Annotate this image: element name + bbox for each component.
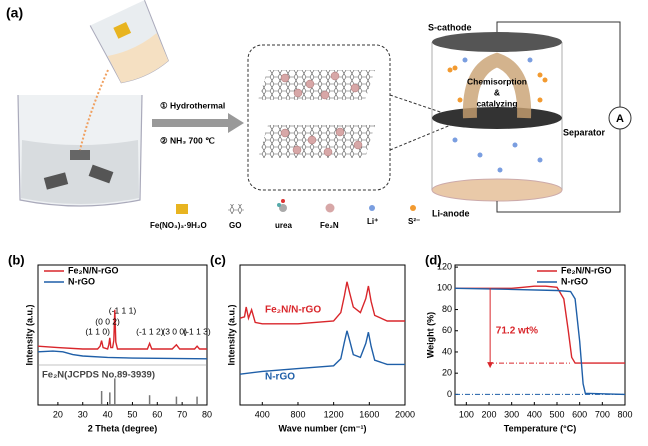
peak-label: (-1 1 3) [183, 326, 211, 336]
y-tick-label: 0 [447, 389, 452, 399]
cell-label: & [494, 87, 500, 97]
step: ① Hydrothermal [160, 100, 225, 110]
plot-frame [239, 264, 406, 406]
series-line [37, 309, 207, 350]
reference-label: Fe₂N(JCPDS No.89-3939) [42, 370, 155, 381]
x-tick-label: 800 [290, 409, 305, 419]
panel-label: (a) [6, 5, 23, 21]
legend-label: Li⁺ [367, 217, 378, 226]
series-line [455, 285, 625, 364]
x-axis-label: Wave number (cm⁻¹) [279, 423, 367, 433]
series-line [454, 287, 626, 396]
y-axis-label: Intensity (a.u.) [226, 304, 236, 365]
panel-label: (b) [8, 252, 25, 267]
zoom-lines [389, 94, 459, 151]
peak-label: (3 0 0) [162, 326, 187, 336]
cell-label: Separator [563, 127, 606, 137]
peak-label: (-1 1 1) [109, 305, 137, 315]
peak-label: (0 0 2) [95, 317, 120, 327]
plot-frame [454, 264, 626, 406]
series-line [239, 281, 405, 325]
y-tick-label: 40 [442, 346, 452, 356]
x-tick-label: 700 [595, 409, 610, 419]
panel-a: (a) ① Hydrothermal ② NH₃ 700 ℃ A S-catho… [6, 0, 632, 230]
legend-label: N-rGO [68, 276, 95, 286]
y-axis-label: Weight (%) [425, 312, 435, 358]
peak-label: (-1 1 2) [136, 326, 164, 336]
x-tick-label: 30 [78, 409, 88, 419]
cell-wall [431, 42, 563, 190]
pour-stream [79, 69, 109, 151]
separator [432, 107, 562, 129]
panel-label: (c) [210, 252, 226, 267]
series-label: N-rGO [265, 372, 295, 383]
legend-label: Fe₂N/N-rGO [561, 265, 612, 275]
y-tick-label: 100 [437, 283, 452, 293]
x-tick-label: 500 [549, 409, 564, 419]
x-axis-label: Temperature (°C) [504, 423, 576, 433]
series-line [37, 350, 208, 360]
cell-label: S-cathode [428, 22, 472, 32]
y-tick-label: 120 [437, 261, 452, 271]
series-line [239, 330, 405, 375]
cell-label: catalyzing [476, 98, 517, 108]
x-tick-label: 2000 [395, 409, 415, 419]
legend-icons [176, 199, 416, 214]
ammeter-label: A [616, 113, 624, 125]
panel-label: (d) [425, 252, 442, 267]
y-tick-label: 80 [442, 304, 452, 314]
ions [447, 57, 548, 173]
x-tick-label: 70 [177, 409, 187, 419]
circuit [496, 21, 621, 213]
process-arrow [152, 113, 244, 133]
ammeter [608, 106, 632, 130]
legend-label: GO [229, 221, 241, 230]
y-axis-label: Intensity (a.u.) [24, 304, 34, 365]
anode [431, 178, 563, 202]
x-tick-label: 400 [527, 409, 542, 419]
flake [70, 150, 90, 160]
legend-label: Fe₂N [320, 221, 339, 230]
legend-label: urea [275, 221, 292, 230]
legend-label: Fe₂N/N-rGO [68, 265, 119, 275]
polysulfide-flow [462, 52, 532, 119]
fe2n-particles [280, 71, 363, 157]
x-tick-label: 1600 [359, 409, 379, 419]
legend-label: Fe(NO₃)₃·9H₂O [150, 221, 207, 230]
peak-label: (1 1 0) [85, 326, 110, 336]
x-tick-label: 400 [255, 409, 270, 419]
y-tick-label: 60 [442, 325, 452, 335]
x-tick-label: 800 [617, 409, 632, 419]
cup [89, 0, 169, 84]
plot-frame [37, 264, 208, 406]
legend-label: N-rGO [561, 276, 588, 286]
series-label: Fe₂N/N-rGO [265, 305, 321, 316]
flake [43, 172, 69, 190]
x-tick-label: 50 [127, 409, 137, 419]
cell-label: Li-anode [432, 208, 470, 218]
x-tick-label: 200 [481, 409, 496, 419]
x-tick-label: 20 [53, 409, 63, 419]
x-tick-label: 80 [202, 409, 212, 419]
cathode [432, 32, 562, 52]
legend-label: S²⁻ [408, 217, 420, 226]
step: ② NH₃ 700 ℃ [160, 135, 215, 145]
zoom-box [247, 44, 391, 191]
x-tick-label: 60 [152, 409, 162, 419]
annotation: 71.2 wt% [496, 325, 538, 336]
x-axis-label: 2 Theta (degree) [88, 423, 158, 433]
x-tick-label: 1200 [324, 409, 344, 419]
cell-label: Chemisorption [467, 76, 527, 86]
y-tick-label: 20 [442, 368, 452, 378]
x-tick-label: 300 [504, 409, 519, 419]
x-tick-label: 40 [103, 409, 113, 419]
x-tick-label: 600 [572, 409, 587, 419]
x-tick-label: 100 [459, 409, 474, 419]
flake [88, 164, 114, 184]
